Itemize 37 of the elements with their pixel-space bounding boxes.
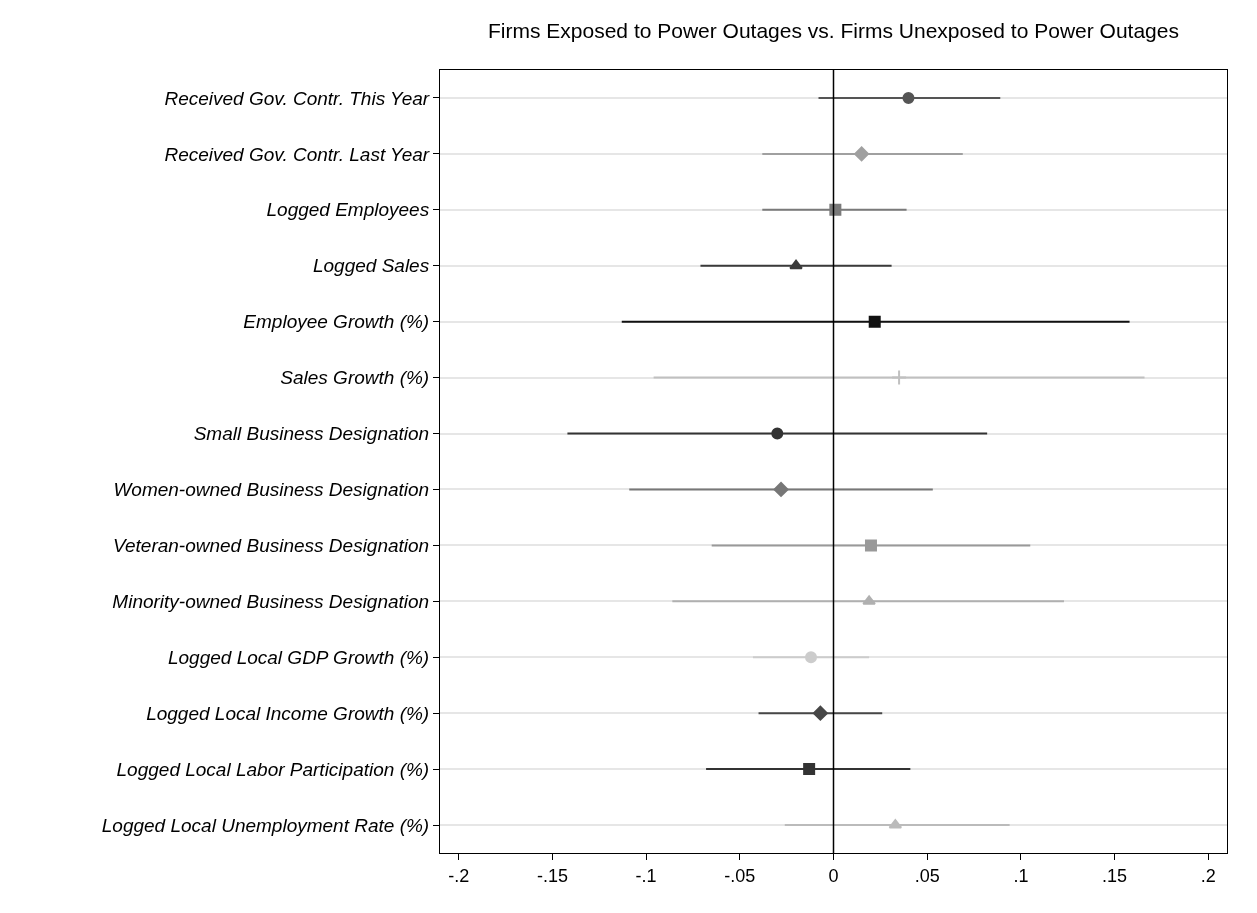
x-tick-label: .05 — [914, 865, 940, 886]
x-tick-label: .1 — [1013, 865, 1029, 886]
y-tick-label: Logged Sales — [312, 255, 430, 277]
point — [902, 91, 915, 104]
y-tick-label: Minority-owned Business Designation — [112, 590, 430, 612]
x-tick-label: -.15 — [536, 865, 568, 886]
y-tick-label: Logged Local GDP Growth (%) — [168, 646, 430, 668]
point — [829, 203, 842, 216]
y-tick-label: Employee Growth (%) — [243, 311, 430, 333]
x-tick-label: 0 — [828, 865, 839, 886]
point — [803, 763, 816, 776]
point — [812, 705, 828, 721]
chart-title: Firms Exposed to Power Outages vs. Firms Unexposed to Power Outages — [488, 18, 1179, 42]
x-tick-label: .2 — [1200, 865, 1216, 886]
y-tick-label: Received Gov. Contr. This Year — [164, 87, 430, 109]
point — [773, 481, 789, 497]
x-tick-label: -.05 — [724, 865, 756, 886]
y-tick-label: Logged Local Unemployment Rate (%) — [101, 814, 430, 836]
point — [868, 315, 881, 328]
point — [805, 651, 818, 664]
y-tick-label: Small Business Designation — [193, 423, 430, 445]
x-tick-label: .15 — [1102, 865, 1128, 886]
point — [789, 259, 803, 270]
point — [854, 146, 870, 162]
y-tick-label: Sales Growth (%) — [280, 367, 430, 389]
point — [864, 539, 877, 552]
y-tick-label: Veteran-owned Business Designation — [113, 535, 430, 557]
y-tick-label: Received Gov. Contr. Last Year — [164, 143, 430, 165]
y-tick-label: Logged Local Labor Participation (%) — [116, 758, 430, 780]
point — [862, 595, 876, 605]
y-tick-label: Logged Employees — [266, 199, 430, 221]
x-tick-label: -.2 — [448, 865, 470, 886]
y-tick-label: Logged Local Income Growth (%) — [146, 702, 430, 724]
point — [771, 427, 784, 440]
y-tick-label: Women-owned Business Designation — [113, 479, 430, 501]
point — [891, 369, 908, 386]
x-tick-label: -.1 — [635, 865, 657, 886]
